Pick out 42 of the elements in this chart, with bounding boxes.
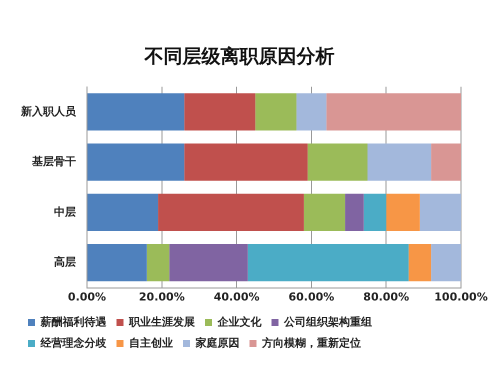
bar — [368, 144, 432, 181]
bar — [88, 144, 184, 181]
bar — [420, 194, 461, 232]
bar — [408, 244, 432, 282]
bar — [146, 244, 170, 282]
bar — [304, 194, 346, 232]
legend-label: 自主创业 — [129, 336, 173, 350]
legend-label: 经营理念分歧 — [40, 336, 108, 350]
bar — [255, 93, 296, 131]
bar — [431, 144, 461, 181]
bar — [386, 194, 420, 232]
bar — [296, 93, 326, 131]
bar — [248, 244, 409, 282]
y-tick-label: 新入职人员 — [20, 104, 77, 118]
x-tick-label: 60.00% — [288, 290, 334, 304]
bar — [184, 144, 308, 181]
bar — [184, 93, 256, 131]
legend-label: 家庭原因 — [194, 336, 240, 350]
legend-label: 公司组织架构重组 — [283, 315, 372, 328]
bar — [88, 194, 158, 232]
x-tick-label: 80.00% — [363, 290, 410, 304]
bar — [364, 194, 386, 232]
legend-label: 职业生涯发展 — [128, 315, 195, 328]
legend-label: 方向模糊，重新定位 — [261, 336, 361, 350]
y-tick-label: 高层 — [54, 256, 76, 269]
bar — [169, 244, 248, 282]
chart-title: 不同层级离职原因分析 — [144, 45, 334, 68]
bar — [88, 93, 184, 131]
y-tick-label: 中层 — [54, 205, 76, 218]
bar — [431, 244, 461, 282]
bar — [88, 244, 147, 282]
legend-label: 企业文化 — [216, 315, 262, 328]
bar — [326, 93, 461, 131]
x-tick-label: 100.00% — [434, 290, 488, 304]
y-tick-label: 基层骨干 — [31, 155, 76, 168]
x-tick-label: 40.00% — [214, 290, 260, 304]
x-tick-label: 20.00% — [138, 290, 185, 304]
x-tick-label: 0.00% — [68, 290, 106, 304]
bar — [345, 194, 364, 232]
bar — [158, 194, 304, 232]
bar — [308, 144, 368, 181]
legend-label: 薪酬福利待遇 — [40, 315, 106, 328]
